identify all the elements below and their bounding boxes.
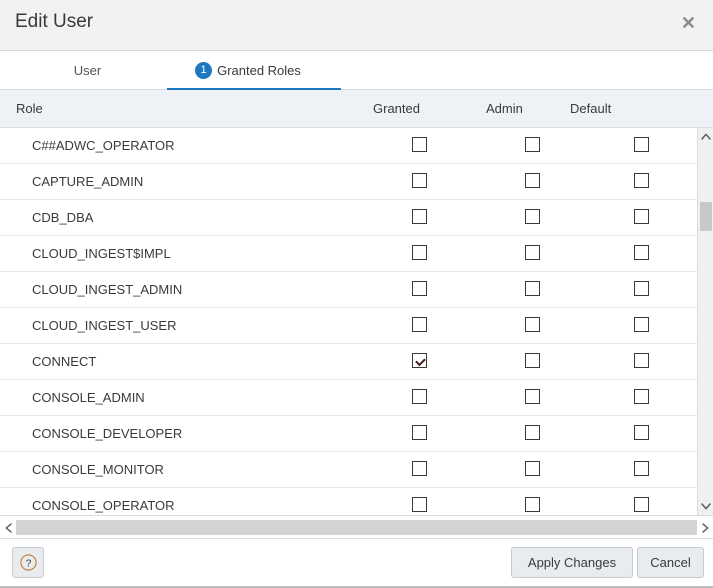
svg-text:?: ? xyxy=(25,558,31,569)
